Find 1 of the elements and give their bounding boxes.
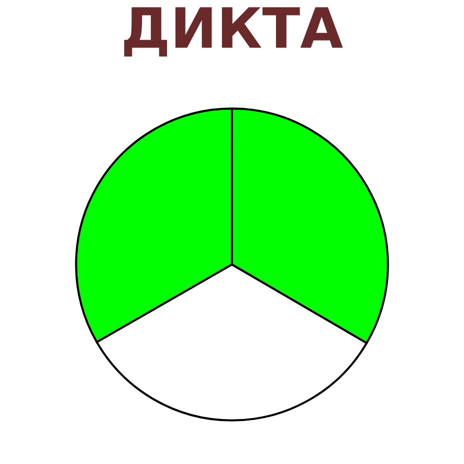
chart-title: ДИКТА xyxy=(124,7,343,57)
